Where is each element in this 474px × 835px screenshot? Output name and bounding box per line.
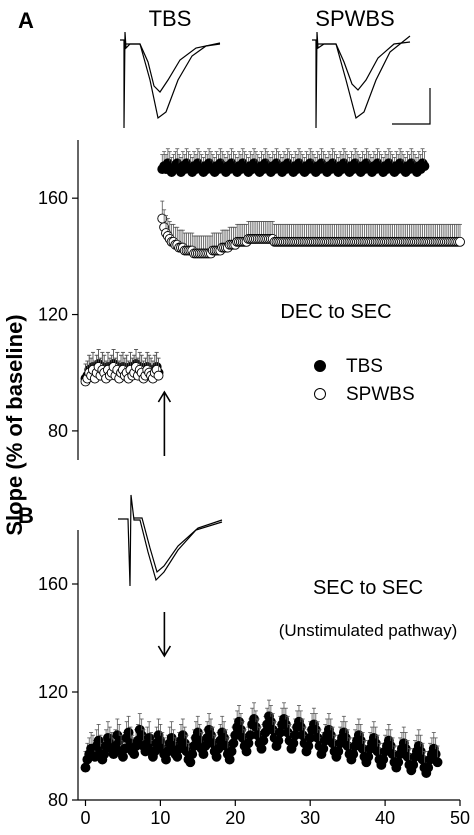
y-tick-label: 160	[38, 188, 68, 208]
y-tick-label: 160	[38, 574, 68, 594]
data-point	[172, 751, 183, 762]
data-point	[303, 741, 314, 751]
panel-a-label: A	[18, 8, 34, 33]
data-point	[80, 762, 91, 773]
series-data	[80, 699, 443, 778]
x-tick-label: 20	[225, 808, 245, 828]
data-point	[123, 727, 134, 738]
data-point	[408, 759, 419, 770]
data-point	[211, 751, 222, 762]
data-point	[363, 751, 374, 762]
y-axis-label: Slope (% of baseline)	[2, 314, 27, 535]
chart-a: 80 120 160 DEC to SEC TBS SPWBS	[38, 140, 465, 460]
data-point	[455, 236, 465, 247]
y-tick-label: 80	[48, 790, 68, 810]
data-point	[161, 754, 171, 765]
data-point	[273, 735, 284, 746]
arrow-head	[157, 645, 172, 658]
inset-spwbs-label: SPWBS	[315, 6, 394, 31]
panel-b-label: B	[18, 503, 34, 528]
data-point	[258, 735, 269, 746]
data-point	[423, 762, 434, 773]
data-point	[243, 738, 254, 749]
data-point	[185, 757, 196, 768]
panel-subannotation: (Unstimulated pathway)	[279, 621, 458, 640]
arrow-head	[157, 390, 172, 403]
data-point	[419, 161, 430, 172]
x-tick-label: 0	[80, 808, 90, 828]
x-tick-label: 50	[450, 808, 470, 828]
data-point	[155, 735, 166, 746]
data-point	[129, 749, 140, 760]
data-point	[241, 746, 252, 757]
inset-trace-spwbs	[312, 31, 431, 129]
series-spwbs	[80, 200, 465, 387]
x-tick-label: 10	[150, 808, 170, 828]
data-point	[432, 757, 443, 768]
legend-marker	[314, 360, 326, 372]
data-point	[348, 749, 359, 760]
data-point	[187, 749, 198, 760]
data-point	[198, 749, 209, 760]
x-tick-label: 30	[300, 808, 320, 828]
chart-b: 0 10 20 30 40 50 80 120 160 SEC to SEC (Unstimulat…	[38, 530, 470, 828]
data-point	[226, 746, 237, 757]
panel-annotation: DEC to SEC	[280, 301, 391, 323]
inset-tbs-label: TBS	[149, 6, 192, 31]
y-tick-label: 120	[38, 305, 68, 325]
legend-label: TBS	[346, 356, 383, 377]
x-tick-label: 40	[375, 808, 395, 828]
legend-label: SPWBS	[346, 384, 415, 405]
inset-trace-b	[118, 494, 223, 587]
inset-trace-tbs	[120, 31, 221, 129]
data-point	[333, 746, 344, 757]
data-point	[378, 754, 389, 765]
y-tick-label: 120	[38, 682, 68, 702]
data-point	[117, 751, 128, 762]
data-point	[256, 743, 267, 754]
panel-annotation: SEC to SEC	[313, 577, 423, 599]
data-point	[288, 738, 299, 749]
series-tbs	[80, 148, 430, 384]
data-point	[393, 757, 404, 768]
y-tick-label: 80	[48, 421, 68, 441]
data-point	[153, 370, 164, 381]
data-point	[224, 754, 235, 765]
data-point	[430, 749, 441, 760]
data-point	[318, 743, 329, 754]
data-point	[228, 738, 239, 749]
legend-marker	[314, 388, 326, 400]
